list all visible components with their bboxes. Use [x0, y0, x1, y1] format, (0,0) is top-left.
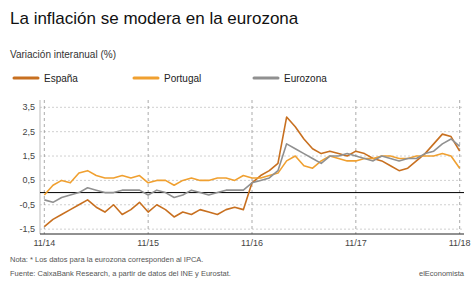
legend-label: Portugal [164, 73, 201, 84]
y-tick-label: 0,5 [22, 175, 35, 185]
legend-swatch [254, 77, 278, 80]
note: Nota: * Los datos para la eurozona corre… [10, 255, 203, 264]
title: La inflación se modera en la eurozona [10, 9, 299, 28]
x-axis-line [40, 234, 464, 235]
chart: La inflación se modera en la eurozona Var… [0, 0, 474, 284]
y-tick-label: 2,5 [22, 127, 35, 137]
x-tick-label: 11/17 [345, 238, 367, 248]
grid [40, 100, 464, 234]
y-tick-label: -0,5 [19, 200, 35, 210]
y-tick-label: 3,5 [22, 102, 35, 112]
legend-swatch [134, 77, 158, 80]
x-grid-line [44, 100, 45, 234]
legend-swatch [14, 77, 38, 80]
source: Fuente: CaixaBank Research, a partir de … [10, 269, 231, 278]
y-tick-label: -1,5 [19, 224, 35, 234]
x-grid-line [355, 100, 356, 234]
subtitle: Variación interanual (%) [10, 49, 116, 60]
y-tick-label: 1,5 [22, 151, 35, 161]
series-line [44, 117, 459, 227]
series-group [44, 117, 459, 227]
x-grid-line [148, 100, 149, 234]
legend-label: Eurozona [284, 73, 327, 84]
x-tick-label: 11/18 [449, 238, 471, 248]
legend: España Portugal Eurozona [14, 73, 327, 84]
x-grid-line [252, 100, 253, 234]
x-tick-label: 11/14 [33, 238, 55, 248]
y-axis-line [40, 100, 41, 234]
page: {"chart_data": { "type": "line", "title"… [0, 0, 474, 284]
series-line [44, 139, 459, 202]
legend-label: España [44, 73, 78, 84]
credit: elEconomista [419, 269, 465, 278]
x-tick-label: 11/15 [137, 238, 159, 248]
x-tick-label: 11/16 [241, 238, 263, 248]
